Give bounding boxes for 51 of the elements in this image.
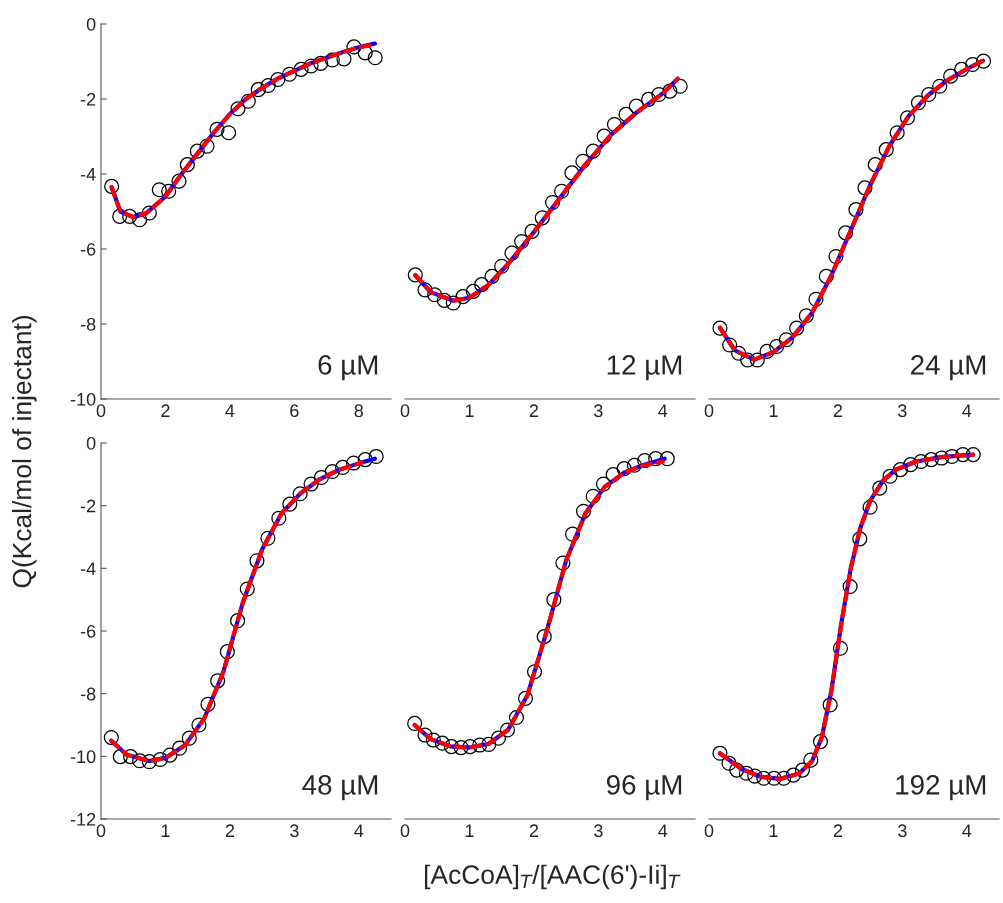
y-tick-label: -2 — [80, 499, 96, 513]
x-tick-label: 2 — [225, 824, 234, 837]
y-tick-label: 0 — [86, 17, 96, 31]
x-tick-label: 4 — [354, 824, 364, 837]
y-tick-label: -6 — [80, 242, 96, 256]
annotation: 192 µM — [896, 775, 986, 801]
y-tick-label: 0 — [86, 436, 96, 450]
annotation: 24 µM — [911, 355, 986, 381]
y-tick-label: -12 — [70, 812, 96, 826]
x-tick-label: 2 — [833, 404, 842, 417]
x-tick-label: 2 — [833, 824, 842, 837]
x-tick-label: 0 — [400, 404, 410, 418]
y-tick-label: -6 — [80, 624, 96, 638]
x-tick-label: 3 — [290, 824, 299, 838]
y-tick-label: -4 — [80, 562, 96, 575]
x-tick-label: 3 — [898, 404, 907, 418]
x-axis-title: [AcCoA]$_{T}$/[AAC(6')-Ii]$_{T}$ — [425, 864, 681, 890]
x-tick-label: 0 — [96, 404, 106, 418]
annotation: 96 µM — [606, 775, 682, 801]
x-tick-label: 0 — [96, 824, 106, 838]
x-tick-label: 8 — [354, 404, 364, 418]
x-tick-label: 0 — [704, 824, 714, 838]
x-tick-label: 4 — [962, 404, 972, 417]
x-tick-label: 2 — [529, 404, 538, 417]
x-tick-label: 3 — [594, 404, 603, 418]
x-tick-label: 4 — [962, 824, 972, 837]
x-tick-label: 0 — [704, 404, 714, 418]
y-tick-label: -4 — [80, 168, 96, 181]
x-tick-label: 1 — [161, 824, 170, 837]
annotation: 6 µM — [318, 355, 378, 381]
x-tick-label: 1 — [465, 404, 474, 417]
x-tick-label: 3 — [898, 824, 907, 838]
x-tick-label: 4 — [658, 404, 668, 417]
x-tick-label: 6 — [290, 404, 299, 418]
y-tick-label: -10 — [70, 392, 96, 406]
x-tick-label: 2 — [529, 824, 538, 837]
x-tick-label: 4 — [225, 404, 235, 417]
x-tick-label: 3 — [594, 824, 603, 838]
x-tick-label: 1 — [465, 824, 474, 837]
x-tick-label: 1 — [769, 824, 778, 837]
y-tick-label: -8 — [80, 317, 96, 331]
y-tick-label: -10 — [70, 750, 96, 764]
x-tick-label: 2 — [161, 404, 170, 417]
x-tick-label: 0 — [400, 824, 410, 838]
x-tick-label: 1 — [769, 404, 778, 417]
y-axis-title: Q(Kcal/mol of injectant) — [12, 316, 37, 588]
annotation: 12 µM — [607, 355, 682, 381]
y-tick-label: -2 — [80, 92, 96, 106]
x-tick-label: 4 — [658, 824, 668, 837]
annotation: 48 µM — [302, 775, 378, 801]
y-tick-label: -8 — [80, 687, 96, 701]
